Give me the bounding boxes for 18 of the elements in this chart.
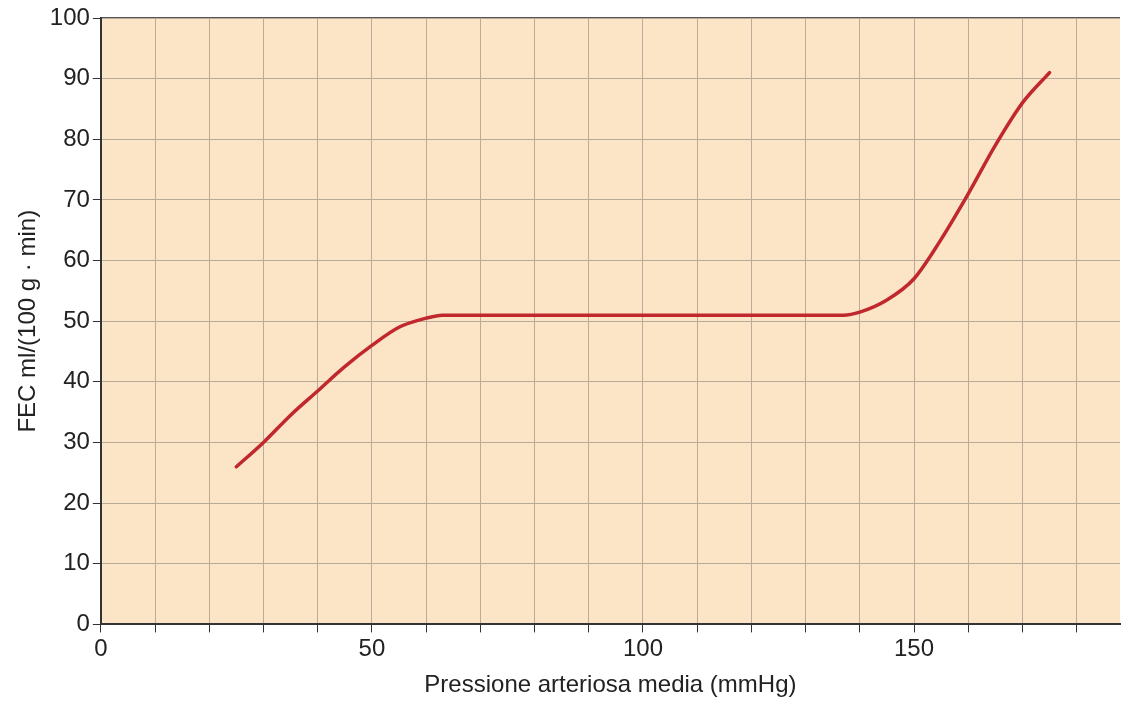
y-tick-label: 70 [63, 184, 90, 212]
line-series [234, 70, 1052, 469]
y-tick-label: 30 [63, 427, 90, 455]
y-tick-label: 90 [63, 63, 90, 91]
x-tick-label: 0 [94, 634, 108, 662]
x-tick-label: 50 [358, 634, 386, 662]
y-tick-label: 0 [76, 609, 90, 637]
y-tick-label: 60 [63, 245, 90, 273]
y-tick-label: 100 [49, 2, 90, 30]
y-tick-label: 10 [63, 548, 90, 576]
x-axis-title: Pressione arteriosa media (mmHg) [424, 670, 797, 698]
y-tick-label: 50 [63, 305, 90, 333]
y-axis-title: FEC ml/(100 g · min) [13, 209, 41, 433]
x-tick-label: 150 [893, 634, 935, 662]
y-tick-label: 20 [63, 487, 90, 515]
y-tick-label: 40 [63, 366, 90, 394]
y-tick-label: 80 [63, 123, 90, 151]
x-tick-label: 100 [622, 634, 663, 662]
